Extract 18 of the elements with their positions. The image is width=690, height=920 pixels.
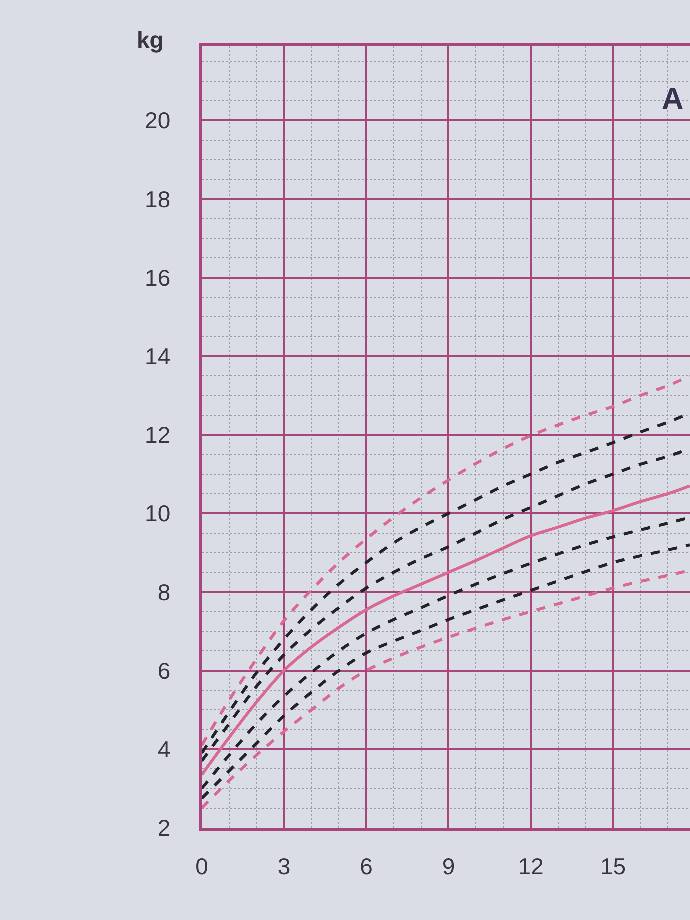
- x-tick-label: 6: [360, 853, 373, 880]
- y-tick-label: 4: [158, 736, 171, 762]
- y-tick-label: 20: [145, 108, 171, 134]
- y-axis-title: kg: [137, 27, 164, 53]
- y-tick-label: 2: [158, 815, 171, 842]
- y-tick-label: 18: [145, 186, 171, 212]
- y-tick-label: 10: [145, 500, 171, 527]
- y-tick-label: 12: [145, 422, 171, 448]
- x-tick-label: 0: [196, 853, 208, 880]
- x-tick-label: 15: [600, 853, 626, 880]
- x-tick-label: 3: [278, 853, 291, 880]
- x-tick-label: 12: [518, 853, 544, 880]
- annotation: A: [662, 83, 684, 116]
- y-tick-label: 8: [158, 579, 171, 606]
- x-tick-label: 9: [442, 853, 456, 880]
- y-tick-label: 16: [145, 264, 171, 291]
- y-tick-label: 6: [158, 658, 171, 684]
- y-tick-label: 14: [145, 343, 171, 370]
